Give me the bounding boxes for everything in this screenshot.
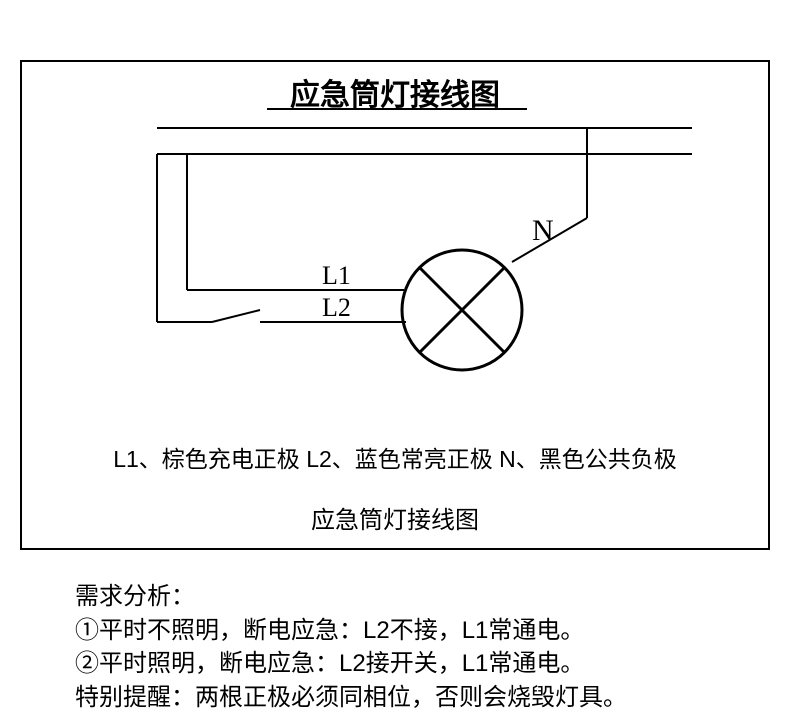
analysis-line-1: ①平时不照明，断电应急：L2不接，L1常通电。 [75, 614, 627, 648]
analysis-line-2: ②平时照明，断电应急：L2接开关，L1常通电。 [75, 647, 627, 681]
analysis-block: 需求分析： ①平时不照明，断电应急：L2不接，L1常通电。 ②平时照明，断电应急… [75, 580, 627, 714]
diagram-caption: 应急筒灯接线图 [22, 500, 768, 535]
analysis-heading: 需求分析： [75, 580, 627, 614]
label-L2: L2 [322, 293, 351, 322]
switch-blade [212, 310, 260, 322]
label-N: N [532, 214, 554, 247]
label-L1: L1 [322, 261, 351, 290]
analysis-warning: 特别提醒：两根正极必须同相位，否则会烧毁灯具。 [75, 681, 627, 715]
diagram-frame: 应急筒灯接线图 L1 L2 N L1、棕色充电正极 L2、蓝色常亮正极 N、黑色… [20, 60, 770, 550]
wiring-diagram: L1 L2 N [22, 62, 772, 402]
wire-legend: L1、棕色充电正极 L2、蓝色常亮正极 N、黑色公共负极 [22, 440, 768, 474]
